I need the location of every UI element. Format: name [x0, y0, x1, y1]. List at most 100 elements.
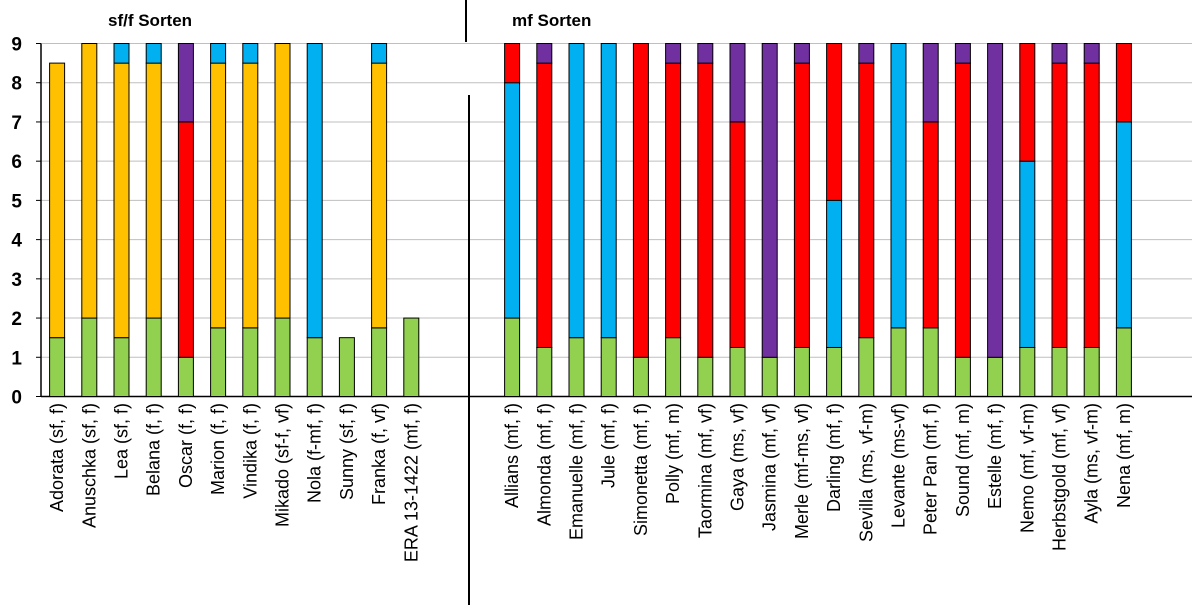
x-tick-label: Gaya (ms, vf) — [728, 403, 748, 511]
bar-segment — [697, 62, 714, 358]
bar-segment — [113, 43, 130, 64]
bar-segment — [49, 337, 66, 397]
bar-segment — [632, 356, 649, 397]
bar-segment — [536, 43, 553, 64]
bar-segment — [504, 82, 521, 319]
bar-segment — [242, 43, 259, 64]
bar-segment — [729, 121, 746, 348]
x-tick-label: Darling (mf, f) — [824, 403, 844, 512]
bar-segment — [954, 62, 971, 358]
bar-segment — [504, 317, 521, 397]
bar-segment — [697, 356, 714, 397]
x-tick-label: Anuschka (sf, f) — [79, 403, 99, 528]
x-tick-label: Merle (mf-ms, vf) — [792, 403, 812, 539]
bar-segment — [729, 43, 746, 123]
x-tick-label: Estelle (mf, f) — [985, 403, 1005, 509]
bar-segment — [665, 62, 682, 339]
x-tick-label: Herbstgold (mf, vf) — [1050, 403, 1070, 551]
bar-segment — [177, 43, 194, 123]
y-tick-label: 5 — [11, 191, 22, 212]
bar-segment — [761, 356, 778, 397]
bar-segment — [242, 327, 259, 397]
x-tick-label: Polly (mf, m) — [663, 403, 683, 504]
y-tick-label: 8 — [11, 74, 22, 95]
bar-segment — [600, 337, 617, 397]
bar-segment — [210, 62, 227, 329]
y-tick-label: 9 — [11, 35, 22, 56]
bar-segment — [536, 62, 553, 348]
x-tick-label: Jasmina (mf, vf) — [760, 403, 780, 531]
bar-segment — [568, 43, 585, 339]
x-tick-label: ERA 13-1422 (mf, f) — [401, 403, 421, 562]
bar-segment — [1083, 62, 1100, 348]
bar-segment — [987, 356, 1004, 397]
y-tick-label: 6 — [11, 152, 22, 173]
x-axis-tick-labels: Adorata (sf, f) Anuschka (sf, f) Lea (sf, … — [47, 403, 1134, 562]
bar-segment — [504, 43, 521, 84]
bar-segment — [1115, 327, 1132, 397]
bar-segment — [793, 62, 810, 348]
bar-segment — [338, 337, 355, 397]
bar-segment — [890, 43, 907, 329]
bar-segment — [600, 43, 617, 339]
bar-segment — [858, 43, 875, 64]
x-tick-label: Sunny (sf, f) — [337, 403, 357, 500]
bar-segment — [922, 43, 939, 123]
bar-segment — [145, 43, 162, 64]
bar-segment — [1019, 43, 1036, 162]
bar-segment — [761, 43, 778, 358]
bar-segment — [536, 346, 553, 398]
bar-segment — [987, 43, 1004, 358]
bar-segment — [1083, 43, 1100, 64]
bars — [49, 43, 1132, 398]
bar-segment — [371, 62, 388, 329]
bar-segment — [210, 43, 227, 64]
bar-segment — [568, 337, 585, 397]
bar-segment — [242, 62, 259, 329]
bar-segment — [954, 356, 971, 397]
x-tick-label: Nena (mf, m) — [1114, 403, 1134, 508]
bar-segment — [826, 199, 843, 348]
bar-segment — [1083, 346, 1100, 398]
bar-segment — [954, 43, 971, 64]
bar-segment — [922, 121, 939, 329]
bar-segment — [922, 327, 939, 397]
bar-segment — [81, 43, 98, 319]
bar-segment — [403, 317, 420, 397]
x-tick-label: Oscar (f, f) — [176, 403, 196, 488]
bar-segment — [632, 43, 649, 358]
bar-segment — [81, 317, 98, 397]
x-tick-label: Franka (f, vf) — [369, 403, 389, 505]
bar-segment — [858, 337, 875, 397]
x-tick-label: Allians (mf, f) — [502, 403, 522, 508]
bar-segment — [113, 62, 130, 339]
bar-segment — [1019, 346, 1036, 398]
x-tick-label: Mikado (sf-f, vf) — [273, 403, 293, 527]
x-tick-label: Marion (f, f) — [208, 403, 228, 495]
bar-segment — [826, 346, 843, 398]
x-tick-label: Almonda (mf, f) — [534, 403, 554, 526]
x-tick-label: Belana (f, f) — [144, 403, 164, 496]
bar-segment — [729, 346, 746, 398]
bar-segment — [826, 43, 843, 201]
y-tick-label: 7 — [11, 113, 22, 134]
x-tick-label: Adorata (sf, f) — [47, 403, 67, 512]
bar-segment — [177, 356, 194, 397]
bar-segment — [113, 337, 130, 397]
bar-segment — [371, 43, 388, 64]
x-tick-label: Sevilla (ms, vf-m) — [856, 403, 876, 542]
x-tick-label: Levante (ms-vf) — [889, 403, 909, 528]
bar-segment — [665, 43, 682, 64]
x-tick-label: Taormina (mf, vf) — [695, 403, 715, 538]
bar-segment — [1051, 62, 1068, 348]
y-axis-tick-labels: 0 1 2 3 4 5 6 7 8 9 — [11, 35, 22, 409]
group-title-mf: mf Sorten — [512, 11, 591, 30]
x-tick-label: Nemo (mf, vf-m) — [1017, 403, 1037, 533]
bar-segment — [306, 43, 323, 339]
bar-segment — [145, 317, 162, 397]
x-tick-label: Ayla (ms, vf-m) — [1082, 403, 1102, 524]
bar-segment — [793, 346, 810, 398]
bar-segment — [274, 317, 291, 397]
x-tick-label: Jule (mf, f) — [599, 403, 619, 488]
x-tick-label: Nola (f-mf, f) — [305, 403, 325, 503]
